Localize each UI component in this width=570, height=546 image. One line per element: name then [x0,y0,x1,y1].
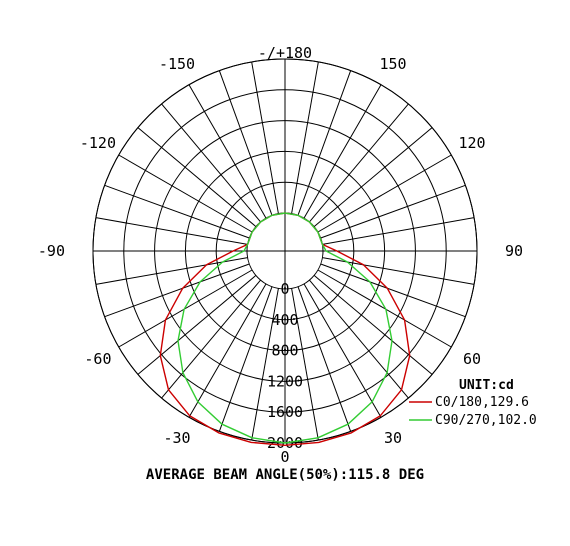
ring-label: 800 [271,342,298,360]
grid-spoke [313,275,433,375]
grid-spoke [291,61,319,214]
series-curves [159,212,411,446]
legend-label-0: C0/180,129.6 [435,395,529,410]
angle-label: -30 [163,429,190,447]
angle-label: 60 [463,350,481,368]
grid-spoke [161,279,261,399]
ring-label: 1200 [267,372,303,390]
angle-label: 30 [384,429,402,447]
unit-label: UNIT:cd [459,378,514,393]
grid-spoke [188,84,267,219]
grid-spoke [320,263,466,318]
grid-spoke [161,103,261,223]
grid-spoke [309,279,409,399]
grid-spoke [251,61,279,214]
ring-label: 400 [271,311,298,329]
grid-spoke [218,286,273,432]
grid-spoke [303,84,382,219]
series-curve-0 [159,212,411,446]
series-curve-1 [177,212,393,444]
grid-spoke [95,217,248,245]
grid-spoke [317,154,452,233]
angle-label: -90 [38,242,65,260]
grid-spoke [251,288,279,441]
angle-labels: -/+180 -150 150 -120 120 -90 90 -60 60 -30 30 0 [38,44,523,466]
grid-spoke [297,286,352,432]
grid-spoke [309,103,409,223]
angle-label: -/+180 [258,44,312,62]
grid-spoke [218,70,273,216]
angle-label: 0 [280,448,289,466]
grid-spoke [118,154,253,233]
grid-spoke [322,217,475,245]
ring-label: 1600 [267,403,303,421]
grid-spoke [104,184,250,239]
grid-spoke [291,288,319,441]
legend-label-1: C90/270,102.0 [435,413,537,428]
polar-grid [92,58,478,444]
angle-label: 120 [459,134,486,152]
grid-spoke [188,283,267,418]
grid-spoke [104,263,250,318]
grid-spoke [320,184,466,239]
angle-label: 90 [505,242,523,260]
angle-label: -150 [159,55,195,73]
grid-spoke [137,127,257,227]
ring-label: 0 [280,280,289,298]
angle-label: -120 [80,134,116,152]
beam-angle-caption: AVERAGE BEAM ANGLE(50%):115.8 DEG [146,467,424,483]
grid-spoke [137,275,257,375]
grid-spoke [317,269,452,348]
grid-spoke [313,127,433,227]
grid-spoke [303,283,382,418]
angle-label: -60 [84,350,111,368]
grid-spoke [297,70,352,216]
legend: UNIT:cd C0/180,129.6 C90/270,102.0 [409,378,537,428]
grid-spoke [118,269,253,348]
angle-label: 150 [379,55,406,73]
